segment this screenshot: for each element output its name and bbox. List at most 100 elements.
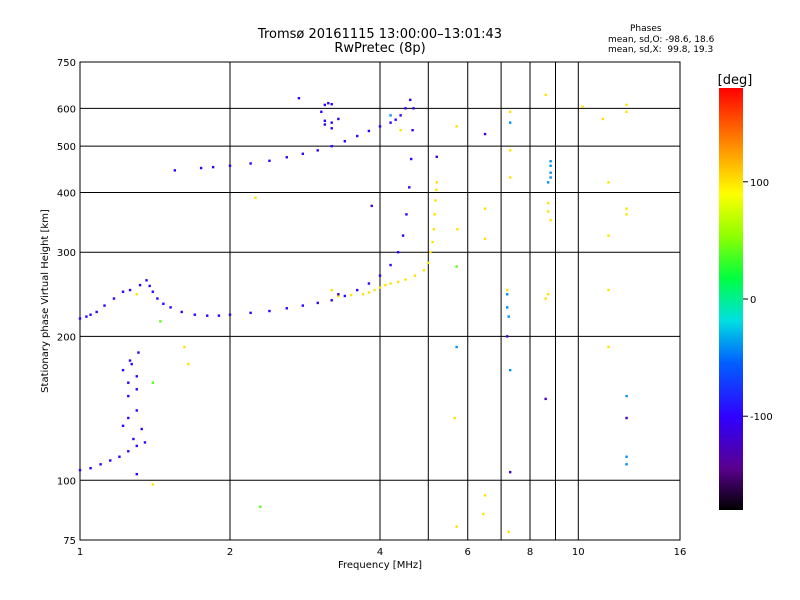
data-point — [625, 455, 628, 458]
data-point — [169, 306, 172, 309]
data-point — [187, 362, 190, 366]
data-point — [217, 314, 221, 317]
phase-stats-x: mean, sd,X: 99.8, 19.3 — [608, 45, 714, 55]
data-point — [349, 293, 353, 297]
data-point — [483, 494, 487, 497]
data-point — [453, 416, 456, 420]
data-point — [323, 123, 327, 126]
data-point — [183, 345, 186, 349]
data-point — [121, 368, 125, 372]
data-point — [127, 394, 130, 398]
data-point — [404, 278, 407, 281]
data-point — [140, 427, 143, 431]
data-point — [432, 228, 436, 231]
data-point — [433, 213, 436, 216]
data-point — [625, 213, 628, 216]
data-point — [607, 345, 610, 349]
data-point — [330, 127, 333, 130]
data-point — [361, 293, 365, 296]
data-point — [112, 297, 116, 300]
data-point — [128, 359, 132, 362]
data-point — [396, 251, 400, 254]
data-point — [355, 288, 359, 292]
data-point — [143, 441, 147, 444]
data-point — [89, 313, 92, 316]
data-point — [367, 291, 371, 294]
data-point — [109, 459, 112, 462]
data-point — [138, 283, 142, 287]
data-point — [625, 207, 628, 210]
data-point — [422, 269, 426, 272]
data-point — [323, 103, 327, 107]
data-point — [151, 381, 155, 384]
data-point — [508, 149, 512, 152]
data-point — [508, 470, 512, 474]
colorbar-label: [deg] — [718, 73, 753, 88]
data-point — [546, 201, 550, 205]
data-point — [145, 279, 148, 282]
data-point — [128, 288, 132, 292]
data-point — [268, 309, 271, 313]
data-point — [259, 505, 262, 509]
data-point — [78, 468, 82, 472]
data-point — [544, 297, 547, 300]
data-point — [297, 96, 301, 100]
data-point — [549, 164, 552, 167]
x-tick-label: 2 — [227, 547, 233, 558]
data-point — [581, 105, 584, 108]
data-point — [435, 188, 438, 192]
data-point — [434, 199, 437, 202]
data-point — [151, 290, 155, 293]
x-tick-label: 6 — [465, 547, 471, 558]
data-points — [78, 93, 628, 534]
data-point — [320, 110, 323, 114]
data-point — [95, 310, 98, 314]
data-point — [323, 119, 327, 123]
data-point — [135, 375, 138, 378]
y-tick-labels: 75 100 200 300 400 500 600 750 — [57, 58, 76, 547]
data-point — [483, 237, 487, 241]
data-point — [228, 164, 232, 167]
data-point — [378, 125, 382, 128]
data-point — [99, 463, 102, 466]
data-point — [389, 282, 392, 285]
data-point — [411, 128, 414, 132]
data-point — [330, 288, 333, 292]
data-point — [409, 98, 412, 102]
y-axis-label: Stationary phase Virtual Height [km] — [40, 209, 51, 393]
data-point — [405, 213, 408, 216]
data-point — [508, 110, 512, 114]
data-point — [199, 166, 203, 170]
data-point — [135, 444, 138, 448]
data-point — [409, 157, 413, 161]
data-point — [148, 284, 151, 288]
data-point — [389, 114, 392, 117]
data-point — [89, 466, 92, 470]
y-tick-label: 750 — [57, 58, 76, 69]
data-point — [625, 103, 628, 107]
data-point — [135, 472, 138, 476]
data-point — [399, 114, 402, 117]
data-point — [130, 362, 133, 366]
data-point — [211, 165, 215, 169]
colorbar-tick-label: -100 — [750, 412, 773, 423]
data-point — [508, 121, 512, 124]
data-point — [316, 301, 319, 305]
data-point — [151, 483, 155, 486]
data-point — [483, 132, 487, 136]
data-point — [193, 313, 197, 316]
data-point — [412, 107, 415, 110]
data-point — [132, 437, 135, 441]
data-point — [127, 381, 130, 384]
data-point — [408, 186, 411, 189]
data-point — [156, 297, 159, 300]
data-point — [301, 152, 305, 155]
data-point — [546, 293, 550, 296]
data-point — [507, 530, 510, 534]
data-point — [549, 171, 552, 174]
data-point — [330, 121, 333, 124]
data-point — [121, 290, 125, 293]
data-point — [507, 315, 510, 318]
data-point — [625, 110, 628, 114]
